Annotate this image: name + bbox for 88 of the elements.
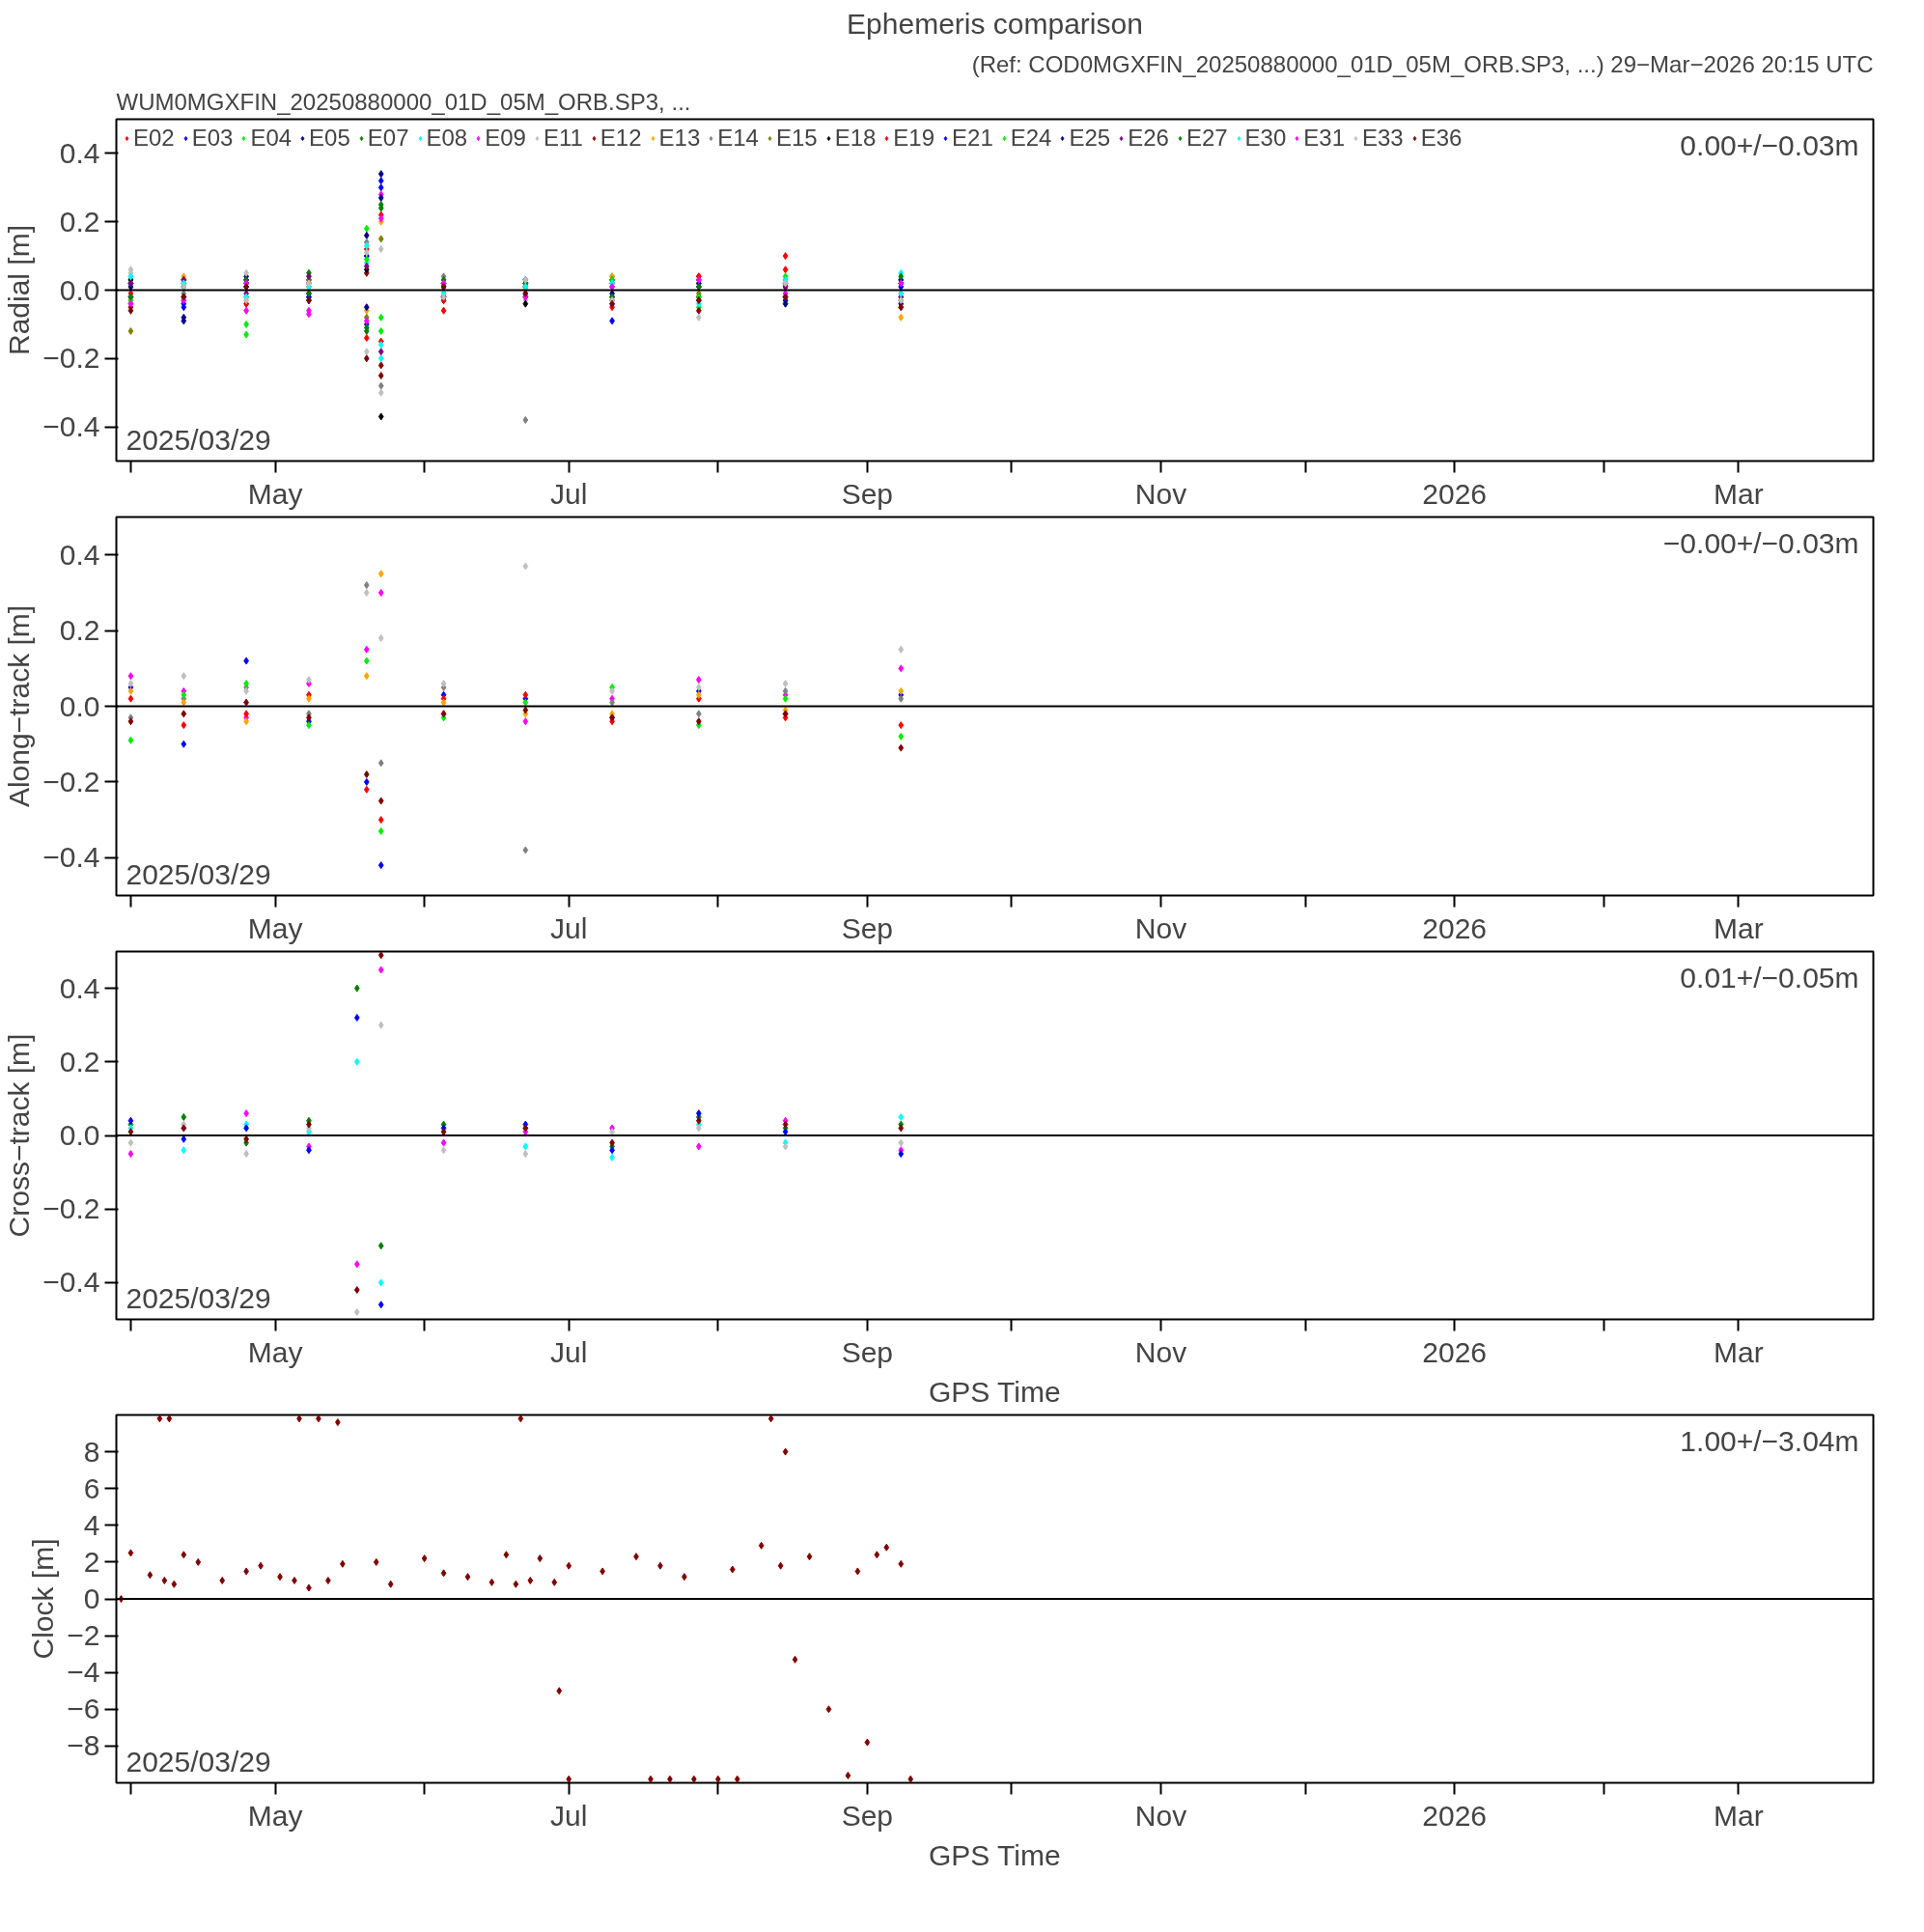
- legend-label: E09: [485, 125, 526, 152]
- x-tick-label: Nov: [1134, 477, 1187, 510]
- annotation: 2025/03/29: [125, 857, 271, 890]
- x-tick-label: Mar: [1714, 477, 1764, 510]
- y-tick-label: 0.2: [59, 1045, 100, 1078]
- x-tick-label: Sep: [841, 1335, 894, 1368]
- y-tick-label: 0.4: [59, 136, 100, 169]
- legend-label: E12: [600, 125, 642, 152]
- annotation: 2025/03/29: [125, 1745, 271, 1778]
- x-tick-label: 2026: [1422, 911, 1488, 944]
- legend-label: E14: [717, 125, 759, 152]
- y-tick-label: 0.4: [59, 971, 100, 1004]
- y-tick-label: 4: [83, 1508, 100, 1541]
- y-tick-label: 2: [83, 1545, 100, 1578]
- y-tick-label: 0.2: [59, 205, 100, 238]
- y-tick-label: −0.4: [42, 1266, 100, 1299]
- legend-label: E30: [1244, 125, 1287, 152]
- x-tick-label: Sep: [841, 477, 894, 510]
- y-tick-label: 0.2: [59, 614, 100, 647]
- y-tick-label: 0.4: [59, 538, 100, 571]
- x-tick-label: Nov: [1134, 1335, 1187, 1368]
- legend-label: E15: [775, 125, 818, 152]
- legend-label: E33: [1361, 125, 1404, 152]
- y-axis-title: Clock [m]: [27, 1538, 60, 1660]
- x-tick-label: Nov: [1134, 911, 1187, 944]
- y-tick-label: 8: [83, 1435, 100, 1468]
- y-tick-label: −2: [67, 1619, 100, 1652]
- annotation: 1.00+/−3.04m: [1680, 1424, 1859, 1457]
- legend-label: E21: [952, 125, 993, 152]
- x-tick-label: May: [247, 477, 303, 510]
- x-tick-label: 2026: [1422, 1335, 1488, 1368]
- x-axis-title: GPS Time: [928, 1375, 1061, 1408]
- x-tick-label: Nov: [1134, 1799, 1187, 1832]
- x-axis-title: GPS Time: [928, 1838, 1061, 1871]
- legend-label: E25: [1069, 125, 1111, 152]
- legend-label: E13: [658, 125, 701, 152]
- x-tick-label: 2026: [1422, 1799, 1488, 1832]
- y-tick-label: −0.2: [42, 765, 100, 798]
- y-tick-label: 0.0: [59, 689, 100, 722]
- legend-label: E26: [1128, 125, 1169, 152]
- chart-title: Ephemeris comparison: [847, 7, 1143, 40]
- annotation: 2025/03/29: [125, 423, 271, 456]
- x-tick-label: Mar: [1714, 911, 1764, 944]
- y-tick-label: −6: [67, 1693, 100, 1725]
- y-tick-label: −0.2: [42, 1192, 100, 1225]
- legend-label: E24: [1010, 125, 1052, 152]
- x-tick-label: May: [247, 911, 303, 944]
- x-tick-label: 2026: [1422, 477, 1488, 510]
- legend-label: E11: [543, 125, 583, 152]
- x-tick-label: Sep: [841, 1799, 894, 1832]
- legend-label: E18: [834, 125, 877, 152]
- x-tick-label: Sep: [841, 911, 894, 944]
- y-tick-label: −0.4: [42, 841, 100, 874]
- text: (Ref: COD0MGXFIN_20250880000_01D_05M_ORB.SP3, ...) 29−Mar−2026 20:15 UTC: [971, 50, 1874, 77]
- y-tick-label: −8: [67, 1729, 100, 1762]
- annotation: −0.00+/−0.03m: [1662, 526, 1859, 559]
- legend-label: E36: [1420, 125, 1463, 152]
- y-axis-title: Radial [m]: [3, 224, 36, 356]
- y-axis-title: Along−track [m]: [3, 604, 36, 808]
- y-tick-label: 0.0: [59, 1119, 100, 1151]
- x-tick-label: Jul: [550, 477, 588, 510]
- x-tick-label: Jul: [550, 1335, 588, 1368]
- x-tick-label: Mar: [1714, 1335, 1764, 1368]
- legend-label: E08: [426, 125, 468, 152]
- y-tick-label: −4: [67, 1656, 100, 1689]
- legend-label: E03: [191, 125, 234, 152]
- y-tick-label: −0.2: [42, 342, 100, 375]
- y-tick-label: −0.4: [42, 410, 100, 443]
- annotation: 0.00+/−0.03m: [1680, 128, 1859, 161]
- x-tick-label: May: [247, 1335, 303, 1368]
- x-tick-label: Jul: [550, 1799, 588, 1832]
- annotation: 2025/03/29: [125, 1281, 271, 1314]
- legend-label: E19: [893, 125, 935, 152]
- y-axis-title: Cross−track [m]: [3, 1033, 36, 1238]
- chart-subtitle: WUM0MGXFIN_20250880000_01D_05M_ORB.SP3, ...: [116, 88, 691, 115]
- y-tick-label: 6: [83, 1471, 100, 1504]
- annotation: 0.01+/−0.05m: [1680, 961, 1859, 994]
- x-tick-label: May: [247, 1799, 303, 1832]
- x-tick-label: Mar: [1714, 1799, 1764, 1832]
- legend-label: E05: [309, 125, 350, 152]
- legend-label: E07: [367, 125, 409, 152]
- y-tick-label: 0: [83, 1582, 100, 1614]
- x-tick-label: Jul: [550, 911, 588, 944]
- legend-label: E27: [1185, 125, 1228, 152]
- legend-label: E02: [133, 125, 175, 152]
- legend-label: E31: [1303, 125, 1345, 152]
- y-tick-label: 0.0: [59, 273, 100, 306]
- legend-label: E04: [250, 125, 293, 152]
